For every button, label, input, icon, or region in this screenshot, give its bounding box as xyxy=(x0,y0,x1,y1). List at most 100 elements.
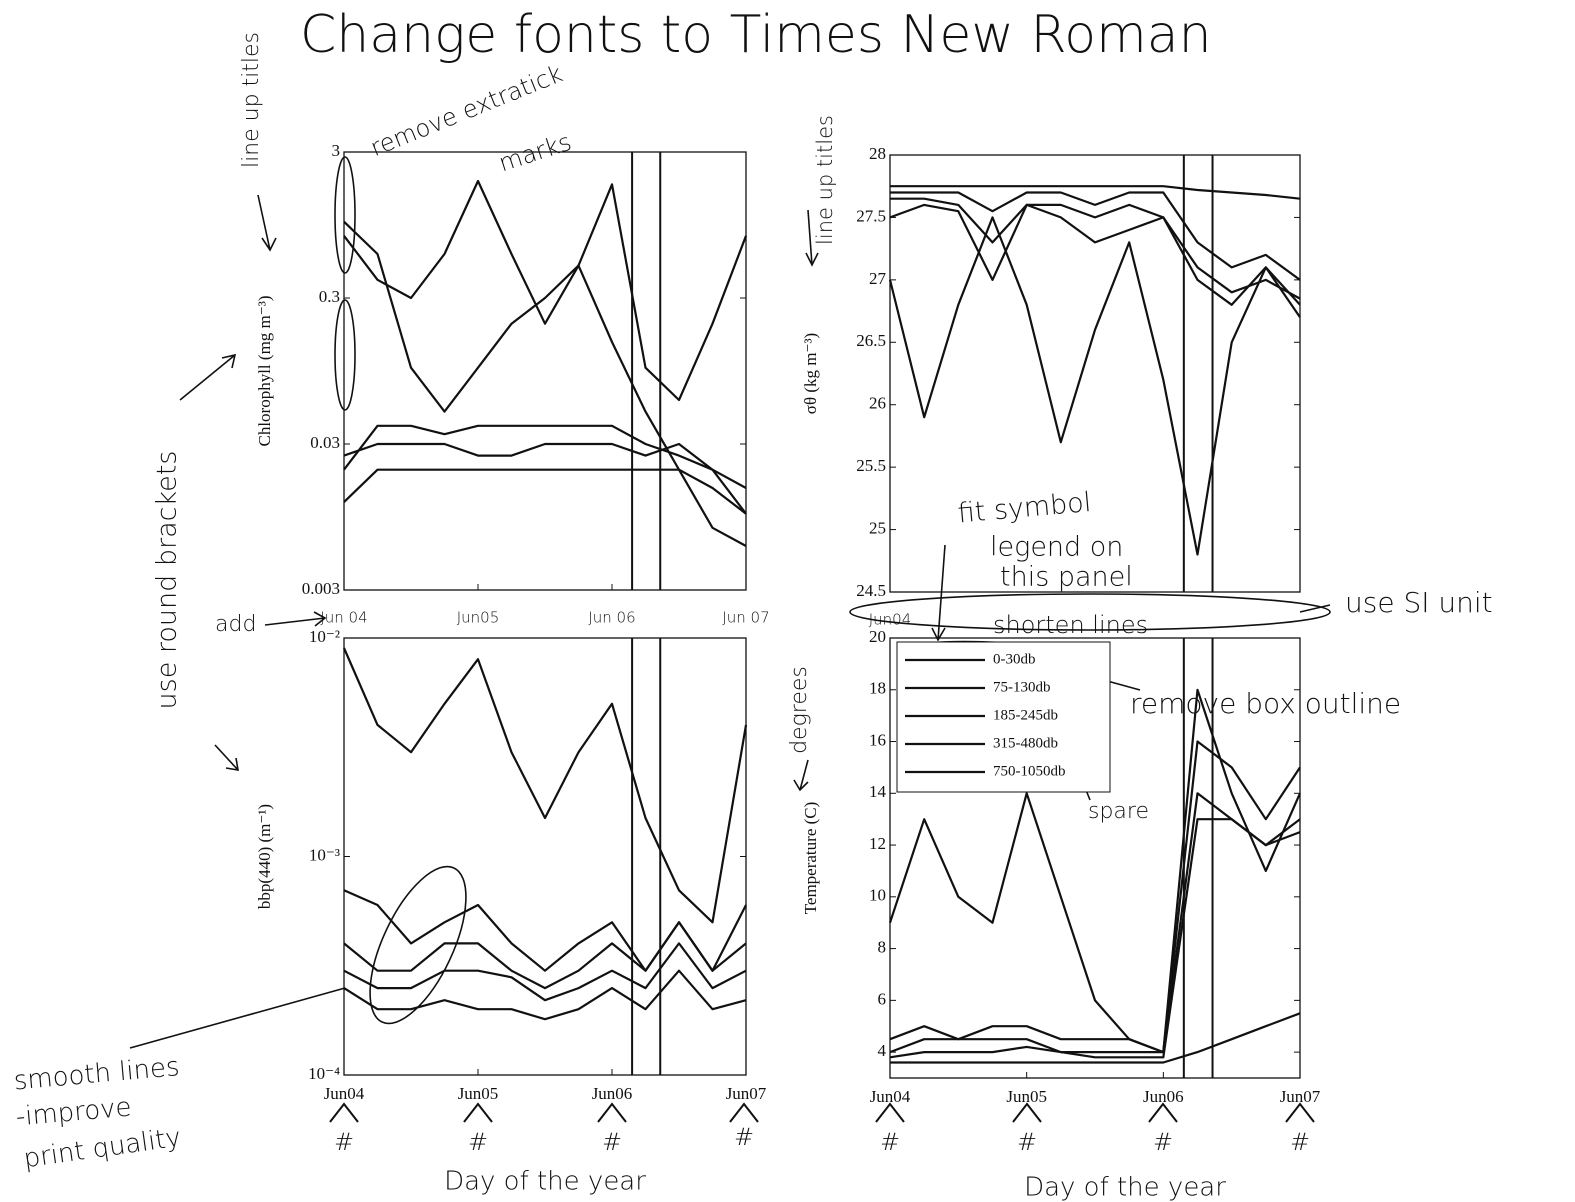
y-tick-label: 0.003 xyxy=(302,579,340,598)
caret-mark xyxy=(875,1102,905,1123)
y-tick-label: 4 xyxy=(878,1041,887,1060)
x-tick-label: Jun 07 xyxy=(722,609,769,627)
series-line xyxy=(343,942,747,1002)
y-tick-label: 6 xyxy=(878,989,887,1008)
x-tick-label: Jun 04 xyxy=(320,609,367,627)
series-line xyxy=(343,442,747,489)
x-tick-label: Jun05 xyxy=(458,1084,499,1103)
panel: 4 6 8 10 12 14 16 18 20 Jun04 Jun05 Jun06 Jun07 Tempe… xyxy=(801,627,1321,1106)
legend-label: 185-245db xyxy=(993,707,1058,723)
annotation: this panel xyxy=(1000,562,1133,593)
annotation: # xyxy=(1290,1128,1310,1156)
series-line xyxy=(890,191,1301,281)
y-tick-label: 28 xyxy=(869,144,886,163)
legend-label: 750-1050db xyxy=(993,763,1066,779)
y-tick-label: 10 xyxy=(869,886,886,905)
x-tick-label: Jun06 xyxy=(1143,1087,1184,1106)
circle-lines xyxy=(369,865,467,1025)
y-tick-label: 27 xyxy=(869,269,887,288)
annotation: # xyxy=(734,1123,754,1151)
x-tick-label: Jun07 xyxy=(1280,1087,1321,1106)
annotation: # xyxy=(880,1128,900,1156)
series-line xyxy=(888,688,1302,1054)
plot-frame xyxy=(343,151,747,591)
series-line xyxy=(889,203,1301,306)
y-axis-label: Chlorophyll (mg m⁻³) xyxy=(255,295,274,446)
arrow xyxy=(179,353,237,401)
y-tick-label: 14 xyxy=(869,782,887,801)
arrow xyxy=(805,209,819,267)
y-axis-label: bbp(440) (m⁻¹) xyxy=(255,804,274,909)
arrow xyxy=(1299,604,1331,613)
caret-mark xyxy=(1012,1102,1042,1123)
x-tick-label: Jun05 xyxy=(457,609,500,627)
caret-mark xyxy=(597,1102,627,1123)
panel: 0.003 0.03 0.3 3 Jun 04 Jun05 Jun 06 Jun 07 Chlo… xyxy=(255,141,770,627)
series-line xyxy=(343,179,748,402)
annotation: # xyxy=(468,1128,488,1156)
series-line xyxy=(343,921,747,990)
annotation: use round brackets xyxy=(152,451,183,710)
arrow xyxy=(257,194,277,252)
x-tick-label: Jun07 xyxy=(726,1084,767,1103)
plot-frame xyxy=(889,154,1301,593)
annotation: # xyxy=(1153,1128,1173,1156)
y-tick-label: 26 xyxy=(869,394,886,413)
annotation: shorten lines xyxy=(993,611,1148,639)
arrow xyxy=(129,987,346,1049)
annotation: Day of the year xyxy=(444,1167,646,1197)
y-tick-label: 10⁻² xyxy=(309,627,340,646)
annotation: spare xyxy=(1088,799,1149,824)
y-axis-label: Temperature (C) xyxy=(801,802,820,915)
y-tick-label: 26.5 xyxy=(856,331,886,350)
y-tick-label: 20 xyxy=(869,627,886,646)
y-tick-label: 12 xyxy=(869,834,886,853)
legend-label: 75-130db xyxy=(993,679,1051,695)
annotation: Change fonts to Times New Roman xyxy=(300,5,1212,65)
legend-label: 0-30db xyxy=(993,651,1036,667)
series-line xyxy=(343,424,747,515)
annotation: line up titles xyxy=(813,115,837,245)
caret-mark xyxy=(1148,1102,1178,1123)
caret-mark xyxy=(463,1102,493,1123)
series-line xyxy=(890,185,1301,200)
caret-mark xyxy=(329,1102,359,1123)
y-tick-label: 27.5 xyxy=(856,206,886,225)
plot-frame xyxy=(889,637,1301,1079)
series-line xyxy=(888,216,1301,556)
y-tick-label: 3 xyxy=(332,141,341,160)
y-tick-label: 8 xyxy=(878,937,887,956)
circle-ticks xyxy=(334,156,356,274)
annotation: use SI unit xyxy=(1345,586,1493,619)
y-tick-label: 25 xyxy=(869,518,886,537)
x-tick-label: Jun05 xyxy=(1006,1087,1047,1106)
annotation: # xyxy=(602,1128,622,1156)
x-tick-label: Jun04 xyxy=(324,1084,365,1103)
y-tick-label: 0.3 xyxy=(319,287,340,306)
series-line xyxy=(889,818,1301,1059)
caret-mark xyxy=(729,1102,759,1123)
annotation: remove box outline xyxy=(1130,687,1401,720)
y-tick-label: 24.5 xyxy=(856,581,886,600)
panel: 24.5 25 25.5 26 26.5 27 27.5 28 Jun04 σθ (kg m⁻³) xyxy=(801,144,1301,629)
series-line xyxy=(343,969,747,1021)
annotation: # xyxy=(1017,1128,1037,1156)
annotation: Day of the year xyxy=(1024,1173,1226,1202)
annotation: legend on xyxy=(990,532,1123,563)
y-tick-label: 16 xyxy=(869,730,886,749)
x-tick-label: Jun 06 xyxy=(588,609,635,627)
y-axis-label: σθ (kg m⁻³) xyxy=(801,333,820,414)
arrow xyxy=(264,611,327,627)
annotation: line up titles xyxy=(239,32,264,168)
series-line xyxy=(343,468,747,547)
circle-units xyxy=(849,593,1331,631)
y-tick-label: 0.03 xyxy=(310,433,340,452)
y-tick-label: 25.5 xyxy=(856,456,886,475)
arrow xyxy=(214,744,239,771)
arrow xyxy=(793,759,809,792)
series-line xyxy=(342,647,748,924)
caret-mark xyxy=(1285,1102,1315,1123)
y-tick-label: 10⁻³ xyxy=(309,845,340,864)
